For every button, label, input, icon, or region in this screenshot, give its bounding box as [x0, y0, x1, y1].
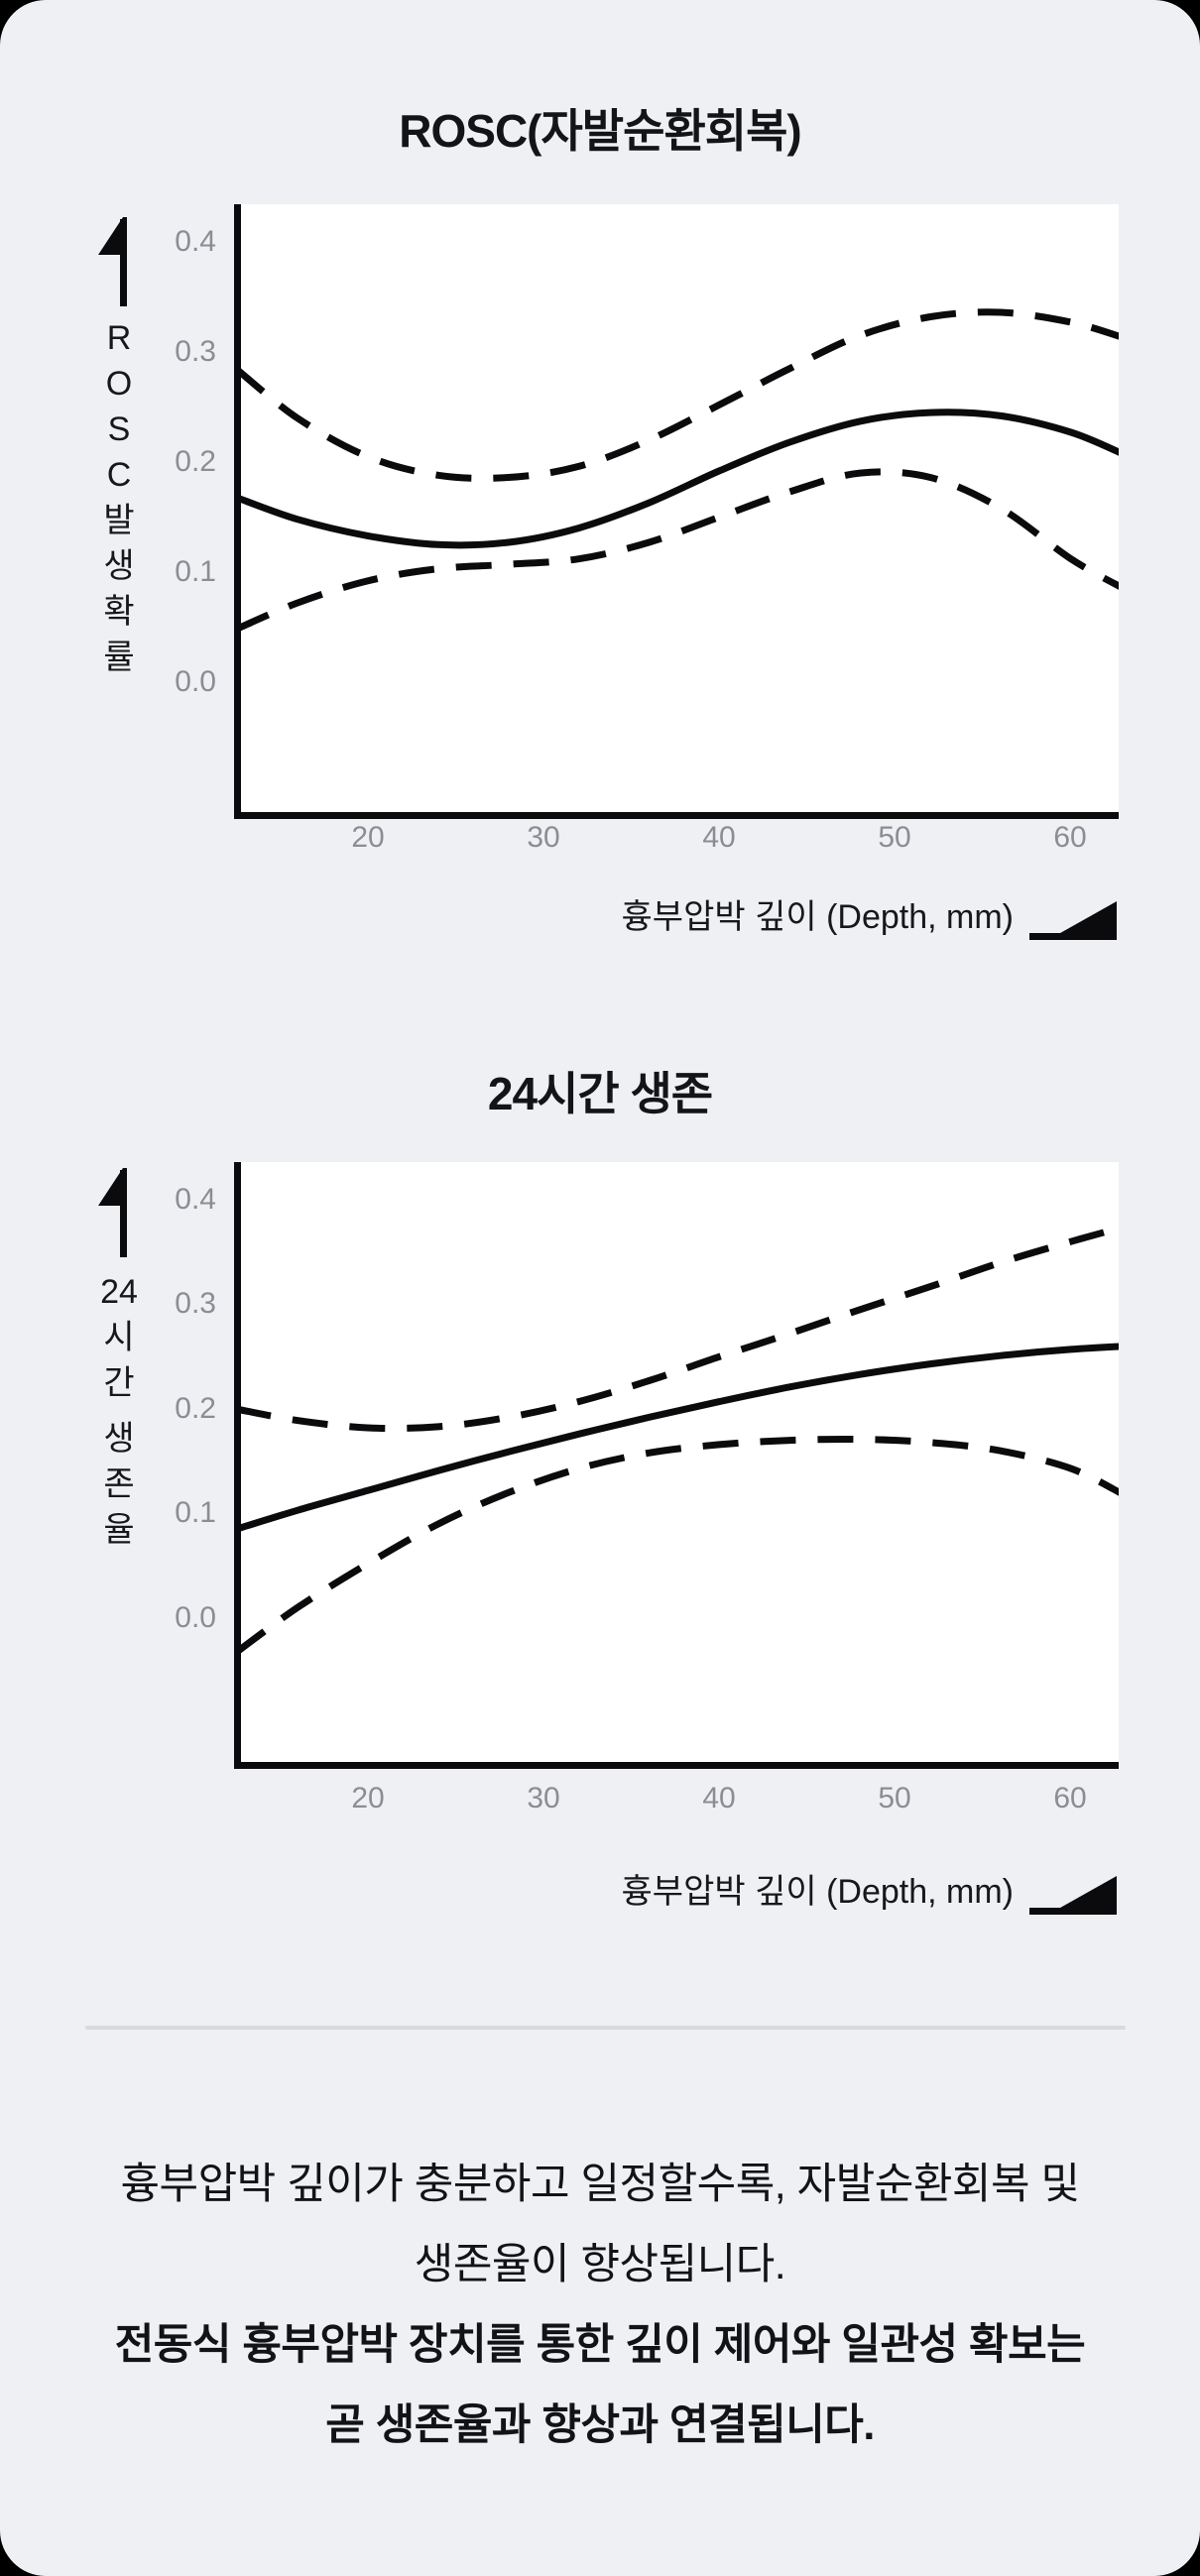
y-label-char: C [106, 456, 132, 494]
y-label-char: R [106, 319, 132, 357]
y-label-char: 생 [103, 547, 135, 585]
x-tick: 50 [878, 821, 911, 854]
y-label-char: S [107, 410, 131, 448]
chart1-lower-ci-curve [234, 468, 1119, 633]
x-tick: 50 [878, 1782, 911, 1815]
y-label-char: 간 [103, 1364, 135, 1402]
chart1-plot-area [234, 204, 1119, 819]
chart1-title: ROSC(자발순환회복) [399, 105, 801, 157]
chart2-y-axis-line [234, 1162, 241, 1769]
chart2-mean-curve [234, 1343, 1119, 1533]
chart2-title: 24시간 생존 [487, 1068, 713, 1119]
footer-line: 곧 생존율과 향상과 연결됩니다. [325, 2401, 875, 2449]
y-label-char: 시 [103, 1319, 135, 1356]
divider [85, 2026, 1126, 2030]
chart2-plot-area [234, 1162, 1119, 1769]
chart1-x-axis-line [234, 812, 1119, 819]
x-tick: 20 [351, 821, 385, 854]
y-tick: 0.3 [175, 335, 216, 368]
chart1-y-axis-label: R O S C 발 생 확 률 [87, 315, 151, 680]
y-tick: 0.2 [175, 445, 216, 478]
arrow-right-icon [1029, 1876, 1117, 1915]
x-tick: 60 [1053, 1782, 1087, 1815]
arrow-right-icon [1029, 901, 1117, 940]
chart1-y-axis-line [234, 204, 241, 819]
chart2-lower-ci-curve [234, 1435, 1119, 1656]
chart2-x-axis-label: 흉부압박 깊이 (Depth, mm) [621, 1872, 1014, 1911]
chart2-upper-ci-curve [235, 1225, 1119, 1433]
y-label-char: 확 [103, 593, 135, 631]
chart2-x-axis-label-row: 흉부압박 깊이 (Depth, mm) [234, 1860, 1119, 1916]
y-tick: 0.0 [175, 665, 216, 698]
chart1-x-axis-label-row: 흉부압박 깊이 (Depth, mm) [234, 885, 1119, 941]
y-tick: 0.4 [175, 1183, 216, 1216]
arrow-up-icon [98, 1168, 127, 1257]
chart2-y-axis-label: 24 시 간 생 존 율 [87, 1269, 151, 1553]
chart2-x-axis-line [234, 1762, 1119, 1769]
arrow-up-icon [98, 217, 127, 306]
y-label-char: 생 [103, 1420, 135, 1458]
y-label-char: O [105, 365, 133, 403]
y-label-char: 률 [103, 639, 135, 676]
x-tick: 40 [702, 1782, 736, 1815]
y-label-char: 존 [103, 1465, 135, 1503]
y-tick: 0.0 [175, 1601, 216, 1634]
y-tick: 0.2 [175, 1392, 216, 1425]
x-tick: 30 [527, 1782, 560, 1815]
footer-line: 전동식 흉부압박 장치를 통한 깊이 제어와 일관성 확보는 [114, 2321, 1086, 2369]
y-tick: 0.3 [175, 1287, 216, 1320]
footer-line: 생존율이 향상됩니다. [414, 2241, 786, 2288]
x-tick: 60 [1053, 821, 1087, 854]
y-label-char: 발 [103, 502, 135, 539]
chart1-x-axis-label: 흉부압박 깊이 (Depth, mm) [621, 897, 1014, 936]
y-tick: 0.1 [175, 1496, 216, 1529]
x-tick: 20 [351, 1782, 385, 1815]
y-label-char: 율 [103, 1511, 135, 1549]
y-tick: 0.1 [175, 555, 216, 588]
y-label-char: 24 [100, 1273, 138, 1311]
footer-text: 흉부압박 깊이가 충분하고 일정할수록, 자발순환회복 및 생존율이 향상됩니다… [0, 2145, 1200, 2466]
x-tick: 30 [527, 821, 560, 854]
chart1-upper-ci-curve [234, 308, 1119, 482]
chart1-mean-curve [234, 409, 1119, 549]
footer-line: 흉부압박 깊이가 충분하고 일정할수록, 자발순환회복 및 [120, 2161, 1080, 2208]
y-tick: 0.4 [175, 225, 216, 258]
x-tick: 40 [702, 821, 736, 854]
